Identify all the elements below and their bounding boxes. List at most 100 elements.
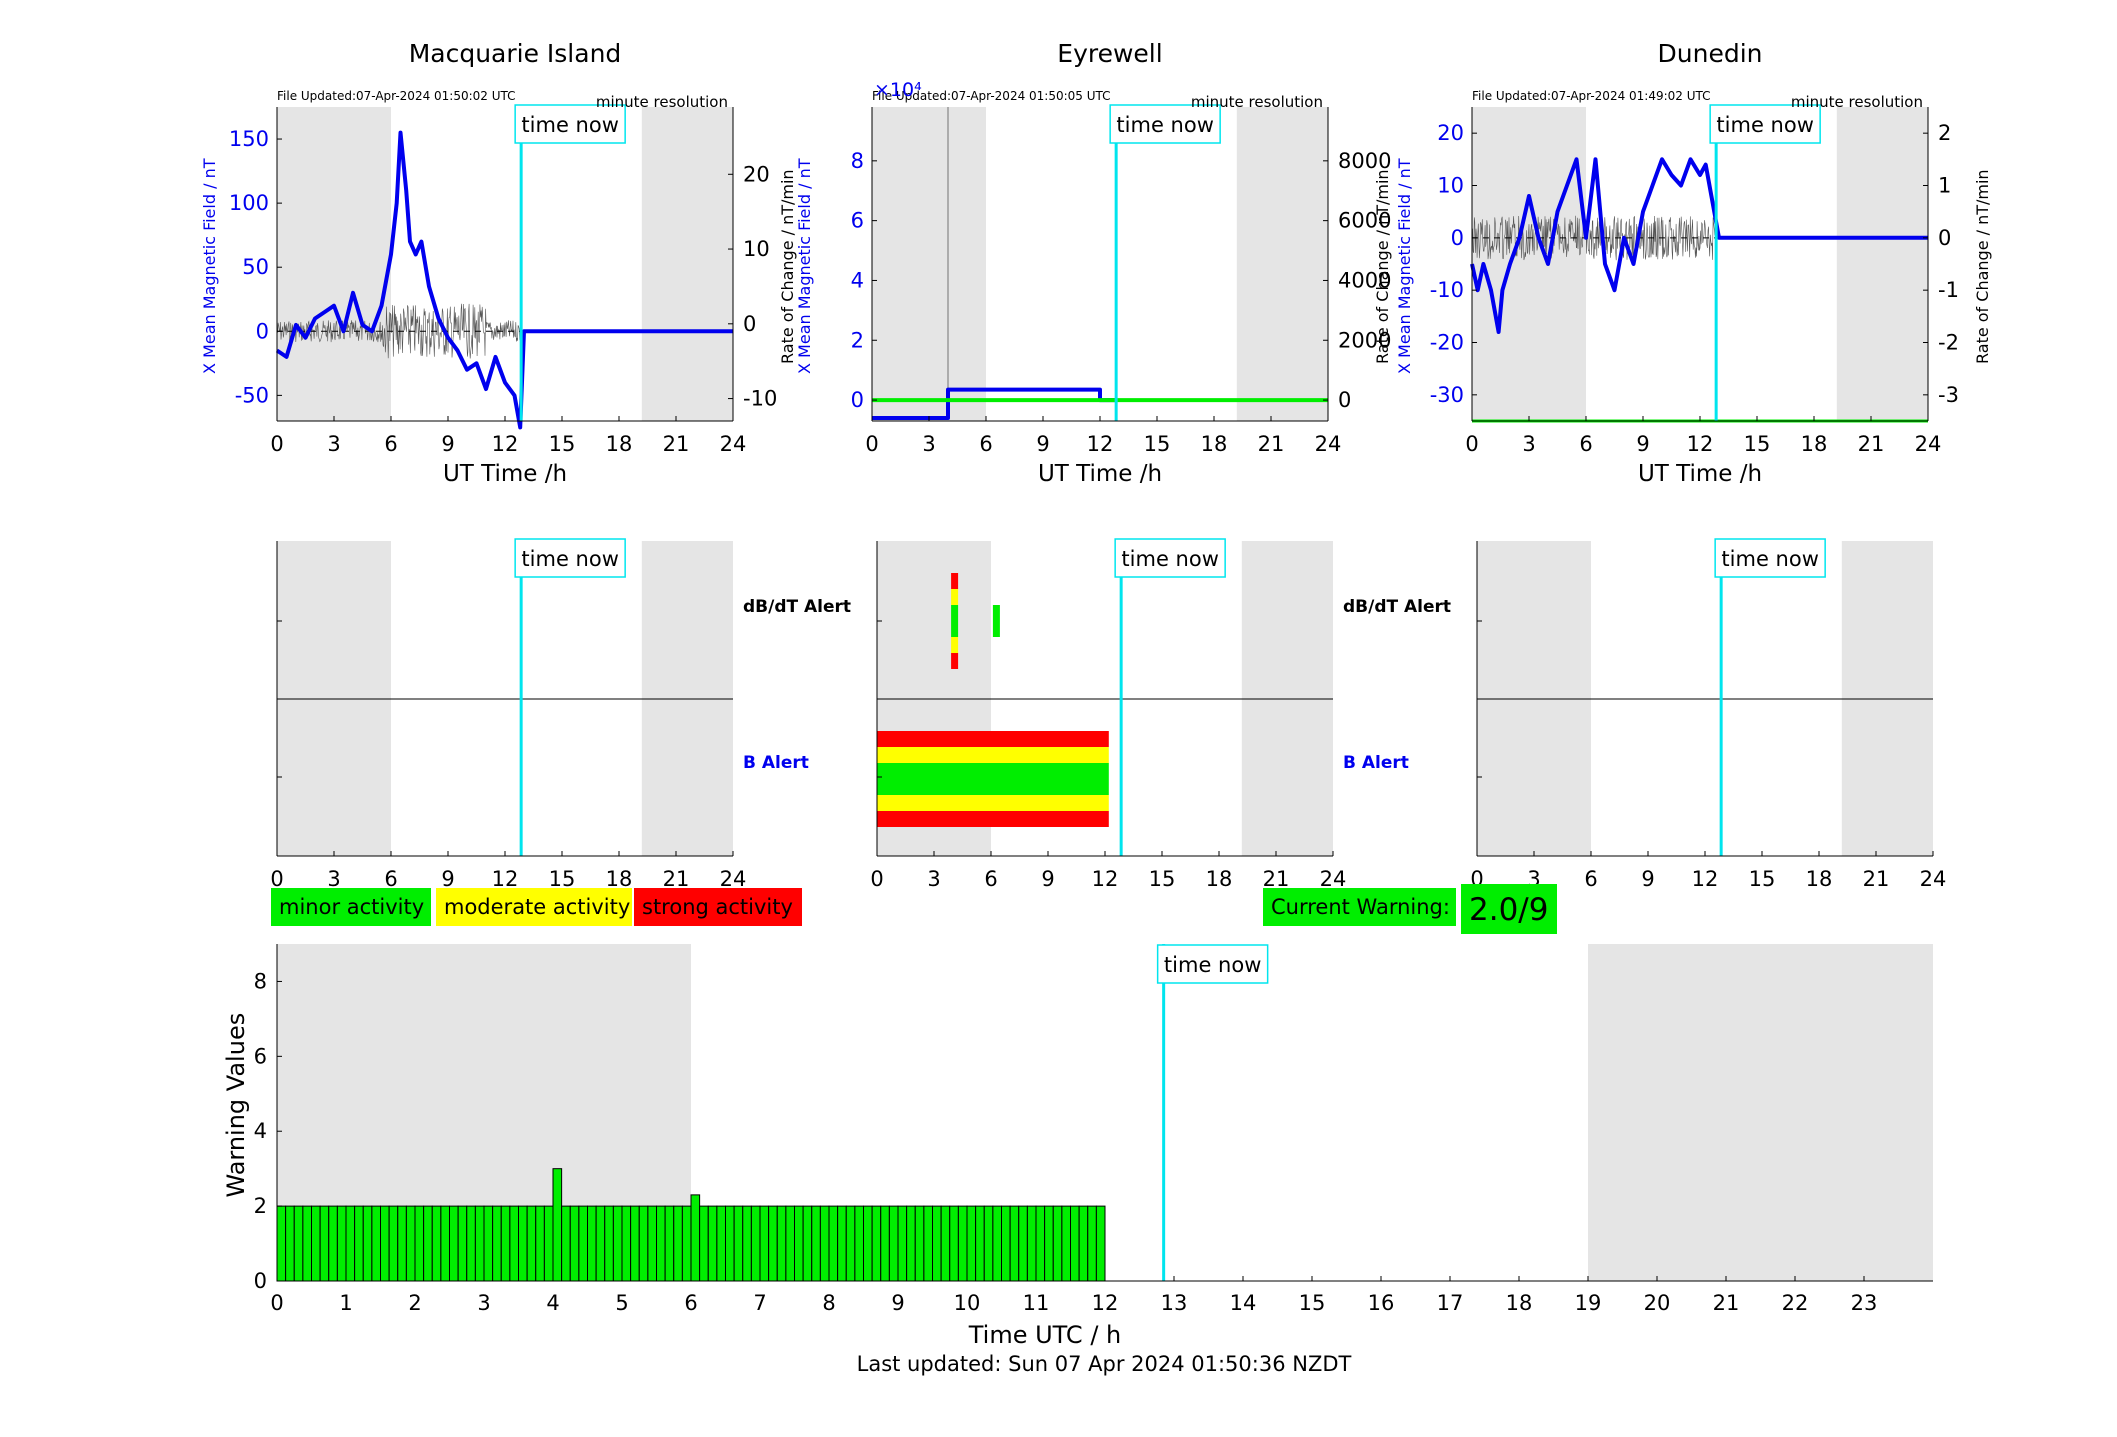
x-axis-label: UT Time /h	[1638, 461, 1762, 487]
warning-bar	[897, 1205, 908, 1282]
dbdt-alert-label: dB/dT Alert	[1343, 597, 1451, 617]
field-series-line	[275, 130, 733, 430]
y-tick-label: 0	[851, 388, 864, 412]
x-tick-label: 22	[1782, 1291, 1809, 1315]
warning-bar	[992, 1205, 1002, 1282]
warning-bar	[880, 1205, 890, 1282]
y-tick-label: -10	[1430, 278, 1464, 302]
time-now-label: time now	[1164, 953, 1261, 977]
time-now-label: time now	[1116, 113, 1213, 137]
warning-bar	[1001, 1205, 1011, 1282]
dbdt-alert-mark	[951, 573, 959, 589]
x-tick-label: 21	[1858, 432, 1885, 456]
warning-bar	[621, 1205, 632, 1282]
warning-bar	[699, 1205, 709, 1282]
y-tick-label: 4	[254, 1119, 267, 1143]
x-tick-label: 3	[477, 1291, 490, 1315]
warning-bar	[354, 1205, 364, 1282]
dbdt-alert-mark	[951, 653, 959, 669]
warning-bar	[742, 1205, 752, 1282]
dbdt-alert-mark	[951, 605, 959, 621]
b-alert-label: B Alert	[1343, 753, 1409, 773]
warning-bar	[276, 1205, 287, 1282]
y2-tick-label: 0	[1338, 388, 1351, 412]
x-tick-label: 9	[1636, 432, 1649, 456]
y2-tick-label: 0	[1938, 226, 1951, 250]
x-tick-label: 9	[1041, 867, 1054, 891]
warning-bar	[854, 1205, 864, 1282]
legend-moderate-swatch	[436, 888, 632, 926]
x-tick-label: 5	[615, 1291, 628, 1315]
warning-bar	[578, 1205, 588, 1282]
y-tick-label: 4	[851, 268, 864, 292]
x-tick-label: 9	[1641, 867, 1654, 891]
file-updated-text: File Updated:07-Apr-2024 01:49:02 UTC	[1472, 89, 1711, 103]
x-tick-label: 6	[979, 432, 992, 456]
x-tick-label: 21	[1863, 867, 1890, 891]
last-updated-text: Last updated: Sun 07 Apr 2024 01:50:36 N…	[857, 1352, 1352, 1376]
file-updated-text: File Updated:07-Apr-2024 01:50:05 UTC	[872, 89, 1111, 103]
resolution-text: minute resolution	[1791, 93, 1923, 111]
warning-bar	[440, 1205, 450, 1282]
warning-bar	[526, 1205, 537, 1282]
x-tick-label: 6	[384, 867, 397, 891]
dbdt-alert-label: dB/dT Alert	[743, 597, 851, 617]
time-now-box	[1109, 104, 1221, 144]
warning-bar	[328, 1205, 338, 1282]
x-tick-label: 24	[1315, 432, 1342, 456]
x-tick-label: 24	[1915, 432, 1942, 456]
warning-bar	[647, 1205, 657, 1282]
b-alert-stripe	[877, 795, 1109, 811]
x-tick-label: 3	[327, 867, 340, 891]
warning-bar	[552, 1168, 563, 1282]
warning-bar	[656, 1205, 666, 1282]
warning-bar	[949, 1205, 959, 1282]
dbdt-alert-mark	[951, 621, 959, 637]
x-tick-label: 12	[1092, 1291, 1119, 1315]
x-axis-label: Time UTC / h	[968, 1321, 1122, 1349]
y-tick-label: 2	[254, 1194, 267, 1218]
x-tick-label: 9	[1036, 432, 1049, 456]
warning-bar	[311, 1205, 321, 1282]
warning-bar	[595, 1205, 606, 1282]
y-axis-label: Warning Values	[222, 1013, 250, 1198]
field-series-line	[1470, 157, 1928, 334]
dbdt-alert-mark	[951, 589, 959, 605]
x-tick-label: 11	[1023, 1291, 1050, 1315]
y-tick-label: 20	[1437, 121, 1464, 145]
alert-panel-0: time now 0 3 6 9 12 15 18 21 24 dB/dT Alert B Alert	[270, 538, 851, 891]
warning-bar	[302, 1205, 312, 1282]
x-tick-label: 15	[1149, 867, 1176, 891]
time-now-label: time now	[1716, 113, 1813, 137]
x-tick-label: 21	[1713, 1291, 1740, 1315]
night-band	[872, 107, 986, 421]
x-tick-label: 7	[753, 1291, 766, 1315]
x-tick-label: 6	[984, 867, 997, 891]
warning-bar	[543, 1205, 554, 1282]
legend-strong-swatch	[634, 888, 802, 926]
warning-bar	[983, 1205, 994, 1282]
x-tick-label: 17	[1437, 1291, 1464, 1315]
x-tick-label: 15	[549, 432, 576, 456]
x-tick-label: 18	[1801, 432, 1828, 456]
dbdt-alert-mark	[992, 605, 1000, 637]
x-tick-label: 24	[1920, 867, 1947, 891]
warning-bar	[1044, 1205, 1054, 1282]
x-tick-label: 15	[549, 867, 576, 891]
warning-bar	[336, 1205, 347, 1282]
x-tick-label: 12	[1092, 867, 1119, 891]
x-tick-label: 20	[1644, 1291, 1671, 1315]
warning-bar	[716, 1205, 726, 1282]
night-band	[1472, 107, 1586, 421]
x-tick-label: 24	[720, 867, 747, 891]
warning-bar	[673, 1205, 683, 1282]
warning-bar	[1018, 1205, 1028, 1282]
legend-minor-swatch	[271, 888, 431, 926]
warning-bar	[837, 1205, 847, 1282]
b-alert-stripe	[877, 747, 1109, 763]
warning-bar	[828, 1205, 839, 1282]
warning-bar	[785, 1205, 795, 1282]
x-tick-label: 12	[1087, 432, 1114, 456]
warning-bar	[500, 1205, 511, 1282]
